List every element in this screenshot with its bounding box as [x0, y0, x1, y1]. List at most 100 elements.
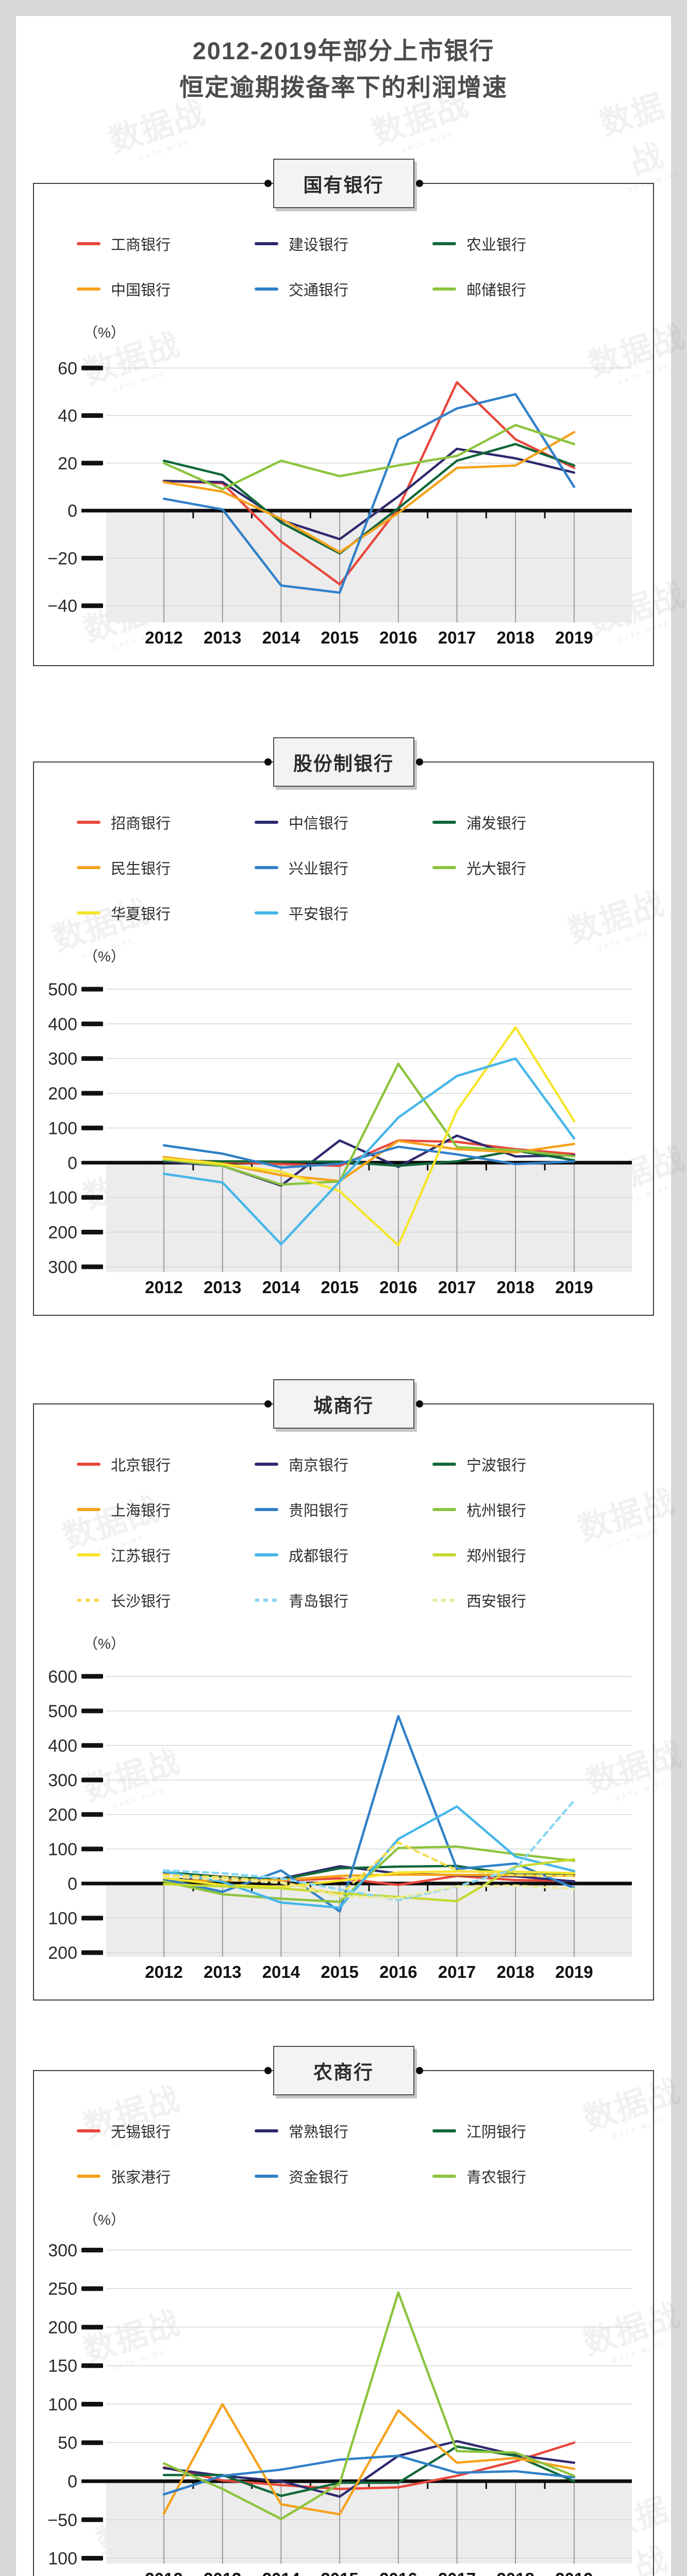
- legend-label: 贵阳银行: [289, 1503, 349, 1519]
- legend-item: 资金银行: [255, 2165, 432, 2187]
- tab-connector-dot-left: [264, 180, 272, 187]
- legend-line-swatch-icon: [255, 1508, 278, 1511]
- svg-text:500: 500: [48, 1702, 77, 1721]
- series-line: [162, 393, 575, 594]
- legend-label: 江苏银行: [111, 1548, 171, 1565]
- tab-connector-dot-left: [264, 2067, 272, 2074]
- content-panel: [16, 16, 671, 2576]
- x-axis-year-label: 2017: [438, 1278, 475, 1297]
- legend-label: 成都银行: [289, 1548, 349, 1565]
- legend-item: 农业银行: [432, 233, 610, 255]
- chart-card-title: 国有银行: [273, 159, 414, 208]
- legend-line-swatch-icon: [255, 1463, 278, 1466]
- x-axis-year-label: 2018: [496, 628, 534, 647]
- legend-line-swatch-icon: [432, 2129, 456, 2132]
- legend-line-swatch-icon: [255, 2129, 278, 2132]
- x-axis-year-label: 2013: [204, 1278, 241, 1297]
- series-line: [162, 2445, 575, 2497]
- chart-card-title: 城商行: [273, 1379, 414, 1429]
- y-axis-unit-label: （%）: [83, 2212, 125, 2228]
- series-line: [162, 443, 575, 555]
- series-line: [162, 1057, 575, 1246]
- svg-text:500: 500: [48, 980, 77, 999]
- svg-text:20: 20: [58, 454, 77, 473]
- legend-label: 无锡银行: [111, 2124, 171, 2141]
- legend-item: 宁波银行: [432, 1453, 610, 1475]
- legend-label: 青岛银行: [289, 1594, 349, 1610]
- legend-item: 常熟银行: [255, 2120, 432, 2142]
- legend-label: 中国银行: [111, 282, 171, 299]
- chart-canvas: 600 500 400 300 200 100 0 −100 −200 2012 2013 2014 2…: [47, 1667, 632, 1981]
- svg-text:−200: −200: [47, 1223, 77, 1243]
- legend-label: 邮储银行: [466, 282, 527, 299]
- y-axis-unit-label: （%）: [83, 1636, 125, 1652]
- series-line: [162, 1026, 575, 1247]
- legend-item: 西安银行: [432, 1589, 610, 1611]
- series-line: [162, 1805, 575, 1909]
- x-axis-year-label: 2017: [438, 628, 475, 647]
- svg-text:50: 50: [58, 2433, 77, 2453]
- legend-item: 北京银行: [77, 1453, 255, 1475]
- legend-line-swatch-icon: [255, 242, 278, 245]
- legend-item: 中信银行: [255, 811, 432, 833]
- legend-line-swatch-icon: [432, 1553, 456, 1556]
- x-axis-year-label: 2012: [145, 1962, 182, 1981]
- svg-text:250: 250: [48, 2279, 77, 2299]
- legend-line-swatch-icon: [77, 821, 100, 824]
- legend-item: 工商银行: [77, 233, 255, 255]
- svg-text:−200: −200: [47, 1943, 77, 1963]
- legend-label: 招商银行: [111, 816, 171, 832]
- x-axis-year-label: 2013: [204, 2569, 241, 2576]
- legend-line-swatch-icon: [255, 866, 278, 869]
- legend-item: 青岛银行: [255, 1589, 432, 1611]
- series-line: [162, 2454, 575, 2496]
- series-line: [162, 2441, 575, 2490]
- legend-item: 上海银行: [77, 1499, 255, 1520]
- legend-line-swatch-icon: [255, 911, 278, 914]
- tab-connector-dot-right: [415, 758, 423, 766]
- charts-container: 国有银行 工商银行 建设银行 农业银行 中国银行 交通银行 邮储银行 （%） 60 40 20 0 −2…: [0, 159, 687, 2576]
- legend-item: 招商银行: [77, 811, 255, 833]
- legend-line-swatch-icon: [255, 287, 278, 291]
- legend-line-swatch-icon: [432, 821, 456, 824]
- x-axis-year-label: 2016: [379, 1278, 417, 1297]
- x-axis-year-label: 2019: [555, 1962, 593, 1981]
- x-axis-year-label: 2015: [321, 1278, 358, 1297]
- series-line: [162, 2291, 575, 2520]
- legend-label: 民生银行: [111, 861, 171, 877]
- legend-line-swatch-icon: [77, 2175, 100, 2178]
- chart-card-title: 农商行: [273, 2046, 414, 2095]
- legend: 无锡银行 常熟银行 江阴银行 张家港行 资金银行 青农银行: [34, 2120, 653, 2187]
- legend-item: 中国银行: [77, 278, 255, 300]
- series-line: [162, 1715, 575, 1913]
- legend-line-swatch-icon: [77, 866, 100, 869]
- chart-card-city-commercial: 城商行 北京银行 南京银行 宁波银行 上海银行 贵阳银行 杭州银行 江苏银行 成都银行 郑州银行长…: [33, 1379, 654, 2001]
- svg-text:100: 100: [48, 2395, 77, 2414]
- x-axis-year-label: 2015: [321, 1962, 358, 1981]
- x-axis-year-label: 2019: [555, 2569, 593, 2576]
- legend-item: 江阴银行: [432, 2120, 610, 2142]
- series-line: [162, 423, 575, 490]
- legend-line-swatch-icon: [77, 911, 100, 914]
- legend: 工商银行 建设银行 农业银行 中国银行 交通银行 邮储银行: [34, 233, 653, 300]
- legend-item: 杭州银行: [432, 1499, 610, 1520]
- legend-item: 平安银行: [255, 902, 432, 924]
- legend-line-swatch-icon: [432, 287, 456, 291]
- legend-line-swatch-icon: [255, 1553, 278, 1556]
- legend-line-swatch-icon: [432, 1508, 456, 1511]
- svg-text:200: 200: [48, 2318, 77, 2337]
- svg-text:100: 100: [48, 1840, 77, 1859]
- svg-text:0: 0: [68, 1874, 77, 1894]
- x-axis-year-label: 2017: [438, 2569, 475, 2576]
- legend-line-swatch-icon: [77, 287, 100, 291]
- svg-text:−20: −20: [47, 549, 77, 568]
- svg-text:150: 150: [48, 2357, 77, 2376]
- tab-connector-dot-left: [264, 1400, 272, 1408]
- legend-label: 张家港行: [111, 2170, 171, 2186]
- legend-line-swatch-icon: [77, 2129, 100, 2132]
- x-axis-year-label: 2018: [496, 1962, 534, 1981]
- legend-label: 江阴银行: [466, 2124, 527, 2141]
- legend-item: 兴业银行: [255, 857, 432, 878]
- tab-connector-dot-right: [415, 1400, 423, 1408]
